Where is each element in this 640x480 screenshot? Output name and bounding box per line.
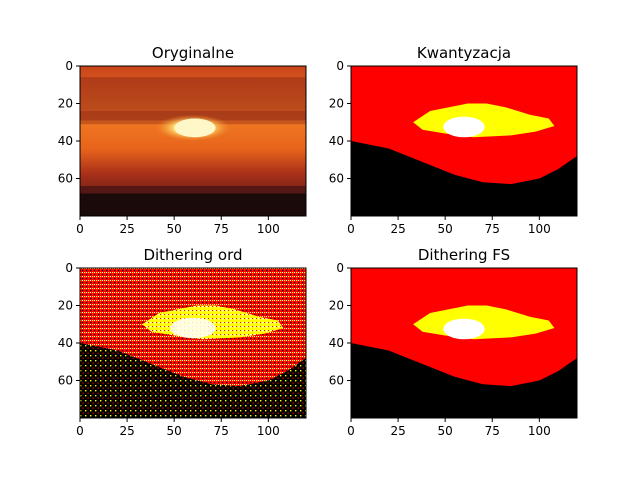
y-tick-label: 20 [58,299,73,313]
x-tick-label: 100 [257,222,280,236]
x-tick-label: 50 [167,424,182,438]
dither-ground [80,343,306,418]
y-tick-label: 40 [58,134,73,148]
y-tick-label: 0 [65,261,73,275]
y-tick-label: 60 [58,172,73,186]
x-tick-label: 100 [257,424,280,438]
x-tick-label: 25 [119,424,134,438]
x-tick-label: 25 [390,424,405,438]
sun-core [174,118,216,138]
y-tick-label: 40 [329,134,344,148]
axes-root: 0 25 50 75 100 0 20 40 60 Oryginalne 0 25 50 75 100 0 20… [58,44,578,438]
subplot-title: Kwantyzacja [417,44,511,62]
subplot-title: Dithering FS [418,246,510,264]
y-tick-label: 0 [336,59,344,73]
y-tick-label: 20 [329,299,344,313]
y-tick-label: 60 [58,374,73,388]
x-tick-label: 75 [485,424,500,438]
image-2 [351,66,577,216]
x-tick-label: 0 [347,222,355,236]
x-tick-label: 75 [214,424,229,438]
subplot-2: 0 25 50 75 100 0 20 40 60 Kwantyzacja [329,44,578,236]
subplot-title: Dithering ord [143,246,242,264]
region-black [351,141,577,216]
x-tick-label: 100 [528,222,551,236]
image-1 [80,66,306,216]
ground [80,193,306,216]
x-tick-label: 50 [167,222,182,236]
y-tick-label: 60 [329,374,344,388]
y-tick-label: 0 [65,59,73,73]
x-tick-label: 25 [119,222,134,236]
x-tick-label: 50 [438,424,453,438]
y-tick-label: 40 [329,336,344,350]
subplot-title: Oryginalne [152,44,234,62]
region-white [443,116,485,138]
region-black [351,343,577,418]
x-tick-label: 100 [528,424,551,438]
dither-sun [170,317,216,339]
region-white [443,318,485,340]
subplot-4: 0 25 50 75 100 0 20 40 60 Dithering FS [329,246,578,438]
x-tick-label: 0 [76,424,84,438]
x-tick-label: 25 [390,222,405,236]
y-tick-label: 0 [336,261,344,275]
horizon [80,186,306,194]
y-tick-label: 20 [58,97,73,111]
x-tick-label: 0 [76,222,84,236]
y-tick-label: 20 [329,97,344,111]
y-tick-label: 40 [58,336,73,350]
subplot-3: 0 25 50 75 100 0 20 40 60 Dithering ord [58,246,307,438]
image-4 [351,268,577,418]
cloud-band [80,77,306,121]
subplot-1: 0 25 50 75 100 0 20 40 60 Oryginalne [58,44,307,236]
x-tick-label: 75 [214,222,229,236]
x-tick-label: 0 [347,424,355,438]
image-3 [80,268,306,418]
y-tick-label: 60 [329,172,344,186]
x-tick-label: 75 [485,222,500,236]
x-tick-label: 50 [438,222,453,236]
